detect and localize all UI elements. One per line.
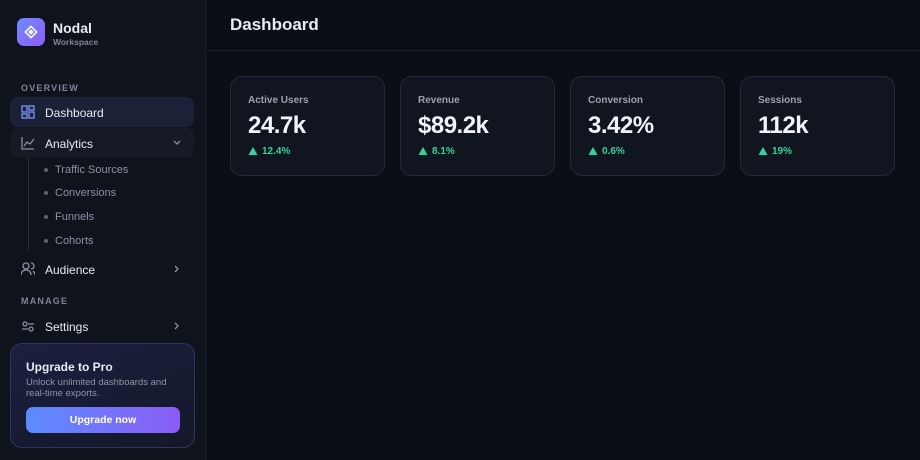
kpi-label: Active Users: [248, 95, 309, 106]
kpi-label: Revenue: [418, 95, 460, 106]
bullet: [44, 168, 48, 172]
up-icon: [248, 147, 258, 155]
kpi-change: 12.4%: [262, 146, 291, 157]
kpi-label: Conversion: [588, 95, 644, 106]
promo-title: Upgrade to Pro: [26, 360, 113, 374]
nav-item[interactable]: Settings: [10, 311, 194, 341]
nav-label: Settings: [45, 320, 89, 334]
sub-item[interactable]: Cohorts: [55, 235, 94, 247]
nav-item[interactable]: Audience: [10, 254, 194, 284]
promo-text: Unlock unlimited dashboards and real-tim…: [26, 377, 167, 399]
header-divider: [206, 50, 920, 51]
up-icon: [418, 147, 428, 155]
kpi-value: 24.7k: [248, 112, 306, 139]
tree-line: [28, 158, 29, 250]
upgrade-button[interactable]: Upgrade now: [26, 407, 180, 433]
bullet: [44, 191, 48, 195]
kpi-change: 19%: [772, 146, 793, 157]
up-icon: [758, 147, 768, 155]
nav-label: Dashboard: [45, 106, 104, 120]
section-label: MANAGE: [21, 296, 69, 306]
kpi-value: $89.2k: [418, 112, 489, 139]
page-title: Dashboard: [230, 15, 319, 34]
promo-card: Upgrade to Pro Unlock unlimited dashboar…: [10, 343, 195, 448]
sub-item[interactable]: Traffic Sources: [55, 164, 129, 176]
kpi-value: 3.42%: [588, 112, 654, 139]
brand-name: Nodal: [53, 20, 92, 36]
nav-label: Analytics: [45, 137, 94, 151]
logo: [17, 18, 45, 46]
bullet: [44, 239, 48, 243]
bullet: [44, 215, 48, 219]
kpi-label: Sessions: [758, 95, 802, 106]
nav-item[interactable]: Analytics: [10, 128, 194, 158]
sub-item[interactable]: Funnels: [55, 211, 95, 223]
kpi-value: 112k: [758, 112, 809, 139]
kpi-change: 8.1%: [432, 146, 455, 157]
section-label: OVERVIEW: [21, 83, 79, 93]
brand-subtitle: Workspace: [53, 37, 99, 47]
sidebar: Nodal Workspace OVERVIEW Dashboard Analy…: [0, 0, 206, 460]
kpi-card: Sessions 112k 19%: [740, 76, 895, 176]
up-icon: [588, 147, 598, 155]
kpi-change: 0.6%: [602, 146, 625, 157]
nav-label: Audience: [45, 263, 96, 277]
kpi-card: Active Users 24.7k 12.4%: [230, 76, 385, 176]
nav-item[interactable]: Dashboard: [10, 97, 194, 127]
kpi-card: Revenue $89.2k 8.1%: [400, 76, 555, 176]
sub-item[interactable]: Conversions: [55, 187, 117, 199]
kpi-card: Conversion 3.42% 0.6%: [570, 76, 725, 176]
